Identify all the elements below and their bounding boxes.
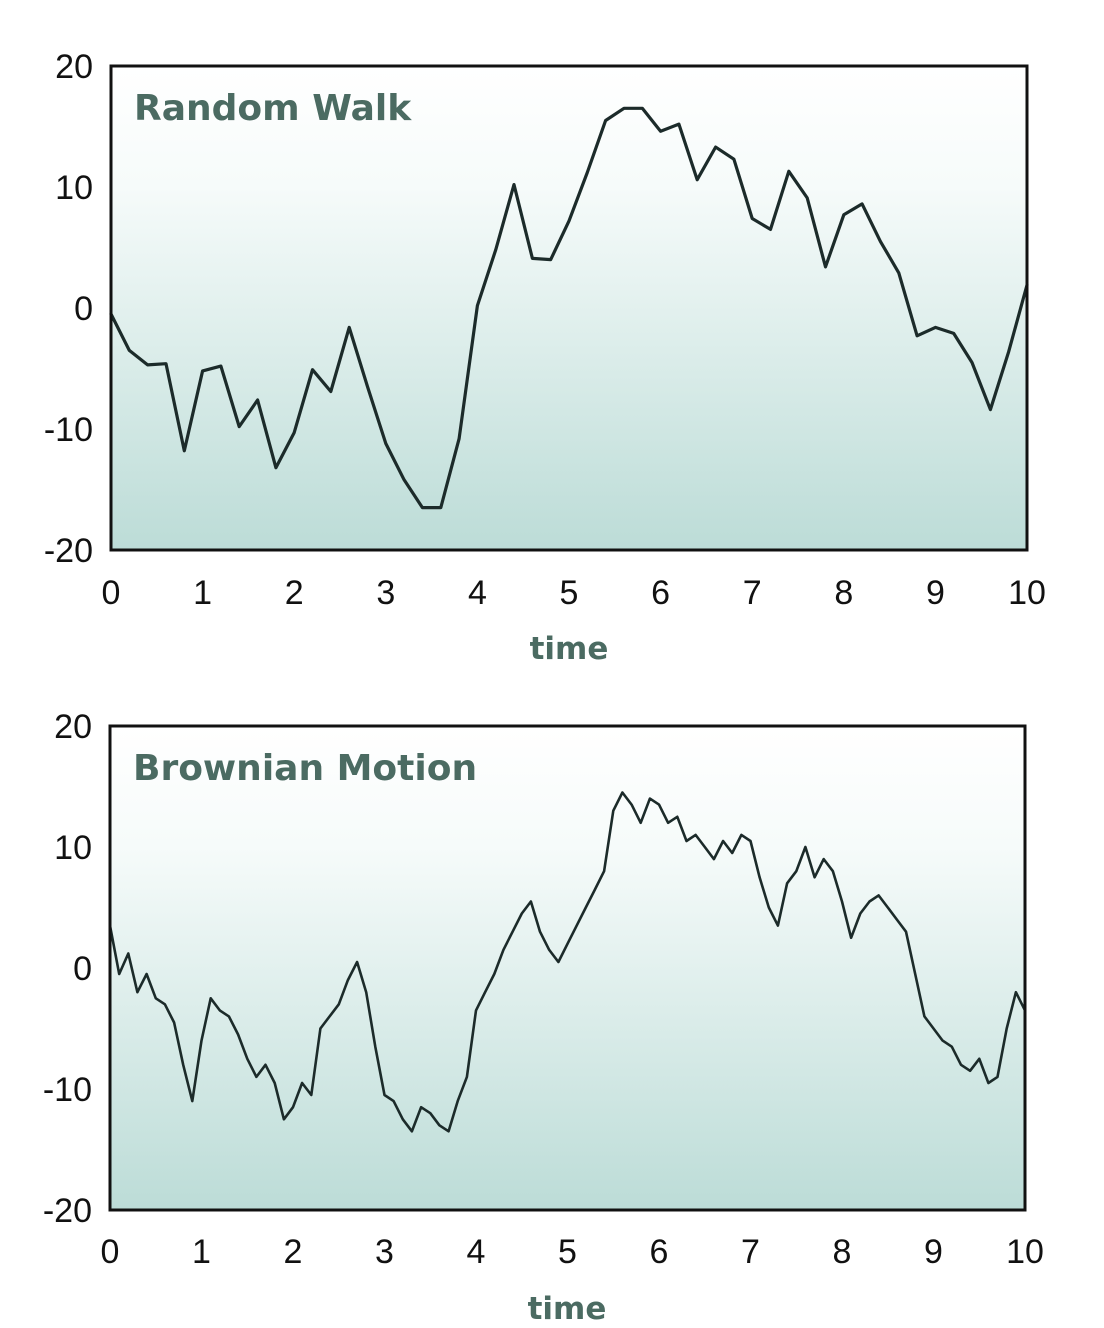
plot-area (111, 66, 1027, 550)
y-tick-label: -20 (43, 1192, 92, 1230)
x-tick-label: 10 (1006, 1233, 1044, 1271)
y-tick-label: 20 (55, 48, 93, 86)
x-tick-label: 10 (1008, 574, 1046, 612)
y-tick-label: -10 (43, 1071, 92, 1109)
x-tick-label: 6 (651, 574, 670, 612)
plot-frame (109, 64, 1029, 552)
y-tick-label: 0 (73, 950, 92, 988)
x-tick-label: 8 (833, 1233, 852, 1271)
x-tick-labels: 0 1 2 3 4 5 6 7 8 9 10 (101, 1233, 1044, 1271)
plot-frame (108, 724, 1027, 1212)
x-tick-label: 5 (558, 1233, 577, 1271)
x-tick-label: 7 (741, 1233, 760, 1271)
x-tick-label: 0 (102, 574, 121, 612)
y-tick-label: 10 (55, 169, 93, 207)
x-tick-label: 4 (467, 1233, 486, 1271)
series-line (108, 791, 1027, 1133)
x-tick-label: 2 (284, 1233, 303, 1271)
y-tick-labels: 20 10 0 -10 -20 (43, 708, 92, 1230)
x-tick-label: 5 (560, 574, 579, 612)
chart-title: Brownian Motion (133, 748, 477, 789)
x-tick-label: 9 (924, 1233, 943, 1271)
x-tick-label: 6 (650, 1233, 669, 1271)
x-tick-label: 3 (375, 1233, 394, 1271)
x-axis-label: time (530, 631, 609, 667)
x-tick-label: 7 (743, 574, 762, 612)
y-tick-labels: 20 10 0 -10 -20 (44, 48, 93, 570)
y-tick-label: 0 (74, 290, 93, 328)
series-line (109, 106, 1029, 510)
x-tick-label: 2 (285, 574, 304, 612)
y-tick-label: 10 (54, 829, 92, 867)
x-axis-label: time (528, 1291, 607, 1327)
x-tick-label: 1 (193, 574, 212, 612)
x-tick-label: 0 (101, 1233, 120, 1271)
plot-area (110, 726, 1025, 1210)
x-tick-label: 3 (376, 574, 395, 612)
brownian-motion-chart: Brownian Motion 20 10 0 -10 -20 0 1 2 3 4 5 6 7 8 9 10… (43, 708, 1044, 1327)
x-tick-labels: 0 1 2 3 4 5 6 7 8 9 10 (102, 574, 1046, 612)
x-tick-label: 1 (192, 1233, 211, 1271)
y-tick-label: 20 (54, 708, 92, 746)
random-walk-chart: Random Walk 20 10 0 -10 -20 0 1 2 3 4 5 6 7 8 9 10 tim… (44, 48, 1046, 667)
x-tick-label: 9 (926, 574, 945, 612)
x-tick-label: 4 (468, 574, 487, 612)
chart-title: Random Walk (134, 88, 412, 129)
y-tick-label: -10 (44, 411, 93, 449)
y-tick-label: -20 (44, 532, 93, 570)
x-tick-label: 8 (834, 574, 853, 612)
